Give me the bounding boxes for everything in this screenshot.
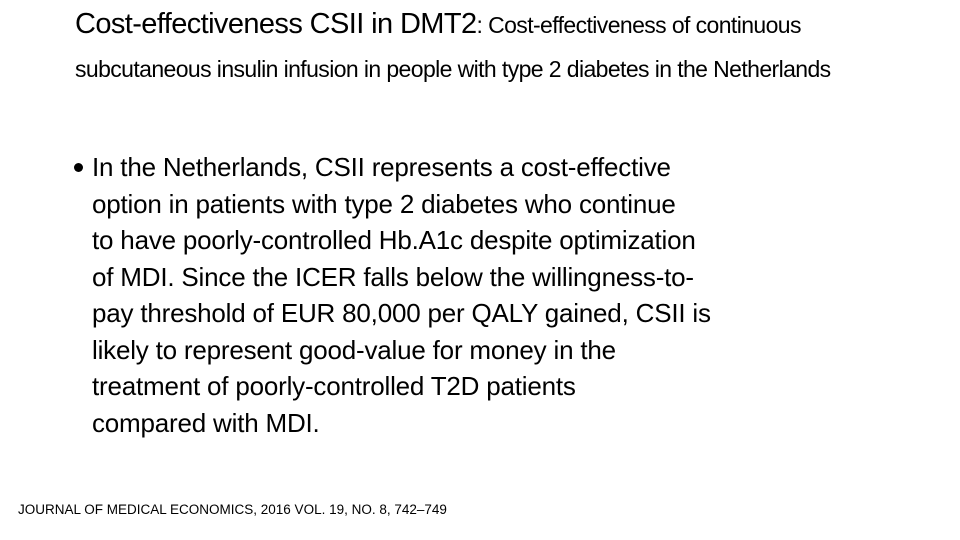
body-line: compared with MDI.: [92, 407, 320, 438]
body-line: likely to represent good-value for money…: [92, 334, 616, 365]
body-line: option in patients with type 2 diabetes …: [92, 188, 676, 219]
body-line: to have poorly-controlled Hb.A1c despite…: [92, 225, 696, 255]
citation: JOURNAL OF MEDICAL ECONOMICS, 2016 VOL. …: [18, 502, 447, 517]
bullet-text: In the Netherlands, CSII represents a co…: [92, 149, 711, 441]
slide-title: Cost-effectiveness CSII in DMT2: Cost-ef…: [75, 4, 905, 93]
title-main: Cost-effectiveness CSII in DMT2: [75, 8, 477, 40]
body-line: In the Netherlands, CSII represents a co…: [92, 152, 671, 182]
body-line: treatment of poorly-controlled T2D patie…: [92, 371, 576, 401]
title-subtitle: : Cost-effectiveness of continuous subcu…: [75, 12, 831, 82]
body-line: pay threshold of EUR 80,000 per QALY gai…: [92, 298, 711, 328]
body-line: of MDI. Since the ICER falls below the w…: [92, 261, 694, 292]
bullet-dot: [74, 163, 83, 172]
